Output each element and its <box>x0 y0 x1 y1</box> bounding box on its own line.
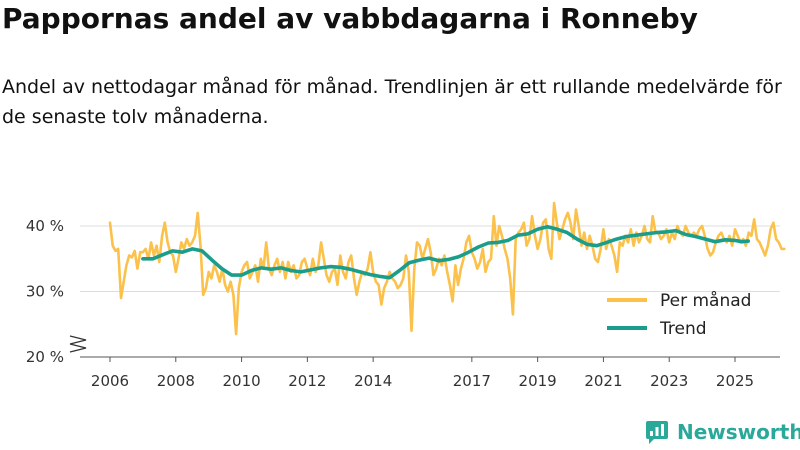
axis-break-icon <box>69 335 87 353</box>
y-tick-label-40: 40 % <box>26 217 64 235</box>
tick-layer: 20 % 30 % 40 % 2006 2008 2010 2012 2014 2017 2019… <box>26 217 754 390</box>
chart-title: Pappornas andel av vabbdagarna i Ronneby <box>2 2 698 35</box>
legend-label-monthly: Per månad <box>660 290 751 311</box>
x-tick-label-2023: 2023 <box>650 372 688 390</box>
grid-layer <box>69 225 780 358</box>
x-tick-label-2006: 2006 <box>91 372 129 390</box>
x-tick-label-2017: 2017 <box>453 372 491 390</box>
brand-name: Newsworthy <box>677 420 800 444</box>
x-tick-label-2025: 2025 <box>716 372 754 390</box>
newsworthy-logo-icon <box>646 421 668 444</box>
series-line-trend <box>141 224 750 280</box>
brand-logo: Newsworthy <box>645 419 800 445</box>
series-line-monthly <box>108 201 786 336</box>
legend-label-trend: Trend <box>659 319 707 339</box>
x-tick-label-2010: 2010 <box>222 372 260 390</box>
x-tick-label-2012: 2012 <box>288 372 326 390</box>
series-layer <box>108 201 786 336</box>
y-tick-label-30: 30 % <box>26 283 64 301</box>
x-tick-label-2014: 2014 <box>354 372 392 390</box>
x-tick-label-2021: 2021 <box>584 372 622 390</box>
x-tick-label-2019: 2019 <box>519 372 557 390</box>
x-tick-label-2008: 2008 <box>157 372 195 390</box>
chart-subtitle: Andel av nettodagar månad för månad. Tre… <box>2 76 782 128</box>
y-tick-label-20: 20 % <box>26 348 64 366</box>
legend: Per månad Trend <box>607 290 751 339</box>
